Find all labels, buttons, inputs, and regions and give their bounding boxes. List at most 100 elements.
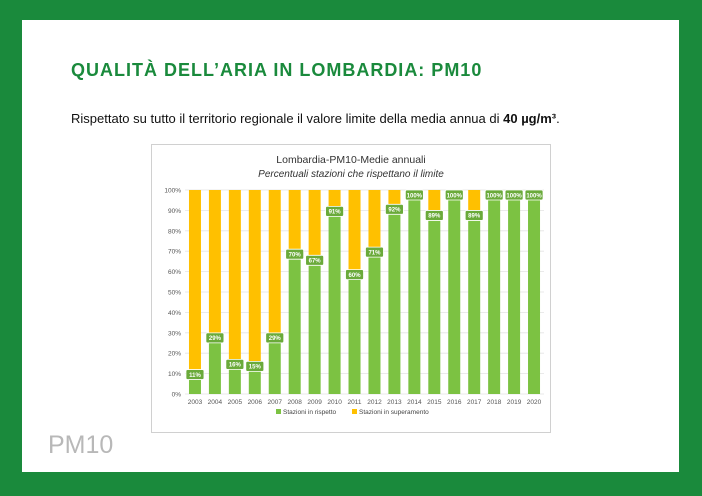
data-label: 100% <box>486 193 502 199</box>
y-tick-label: 40% <box>168 310 181 317</box>
data-label-bg <box>225 358 245 370</box>
y-tick-label: 100% <box>164 188 181 195</box>
bar-superamento <box>328 190 341 209</box>
bar-rispetto <box>428 212 441 394</box>
data-label: 29% <box>209 336 222 342</box>
bar-rispetto <box>348 271 361 394</box>
bar-superamento <box>428 190 441 213</box>
x-tick-label: 2018 <box>487 399 502 406</box>
x-tick-label: 2014 <box>407 399 422 406</box>
x-tick-label: 2006 <box>248 399 263 406</box>
bar-superamento <box>348 190 361 272</box>
data-label: 60% <box>349 273 362 279</box>
legend-swatch-rispetto <box>276 409 281 414</box>
data-label-bg <box>365 246 384 258</box>
data-label: 67% <box>309 259 322 265</box>
y-tick-label: 10% <box>168 371 181 378</box>
data-label: 16% <box>229 363 242 369</box>
x-tick-label: 2017 <box>467 399 482 406</box>
data-label-bg <box>265 332 285 344</box>
bar-rispetto <box>208 334 221 394</box>
data-label-bg <box>345 269 364 280</box>
data-label: 15% <box>249 365 262 371</box>
data-label: 92% <box>388 208 401 214</box>
pm10-chart: Lombardia-PM10-Medie annuali Percentuali… <box>164 154 544 416</box>
slide-title: QUALITÀ DELL’ARIA IN LOMBARDIA: PM10 <box>71 60 483 80</box>
x-tick-label: 2015 <box>427 399 442 406</box>
x-tick-label: 2016 <box>447 399 462 406</box>
data-label: 89% <box>428 214 441 220</box>
data-label-bg <box>504 189 524 201</box>
x-tick-label: 2005 <box>228 399 243 406</box>
bar-superamento <box>288 190 301 252</box>
watermark-text: PM10 <box>48 431 114 459</box>
data-label: 100% <box>526 193 542 199</box>
data-label: 100% <box>447 193 463 199</box>
data-label-bg <box>305 254 325 266</box>
data-label: 91% <box>329 210 342 216</box>
bar-rispetto <box>408 190 421 394</box>
bar-rispetto <box>448 190 461 394</box>
bar-rispetto <box>288 251 301 394</box>
y-tick-label: 90% <box>168 208 181 215</box>
bar-superamento <box>228 190 241 362</box>
slide-text-main: Rispettato su tutto il territorio region… <box>71 111 504 126</box>
bar-rispetto <box>248 363 261 394</box>
x-tick-label: 2020 <box>527 399 542 406</box>
bar-rispetto <box>528 190 541 394</box>
bar-rispetto <box>388 206 401 394</box>
x-tick-label: 2013 <box>387 399 402 406</box>
bar-rispetto <box>488 190 501 394</box>
x-tick-label: 2012 <box>367 399 382 406</box>
data-label-bg <box>404 189 424 201</box>
x-tick-label: 2011 <box>348 399 362 406</box>
y-tick-label: 50% <box>168 290 181 297</box>
bar-superamento <box>368 190 381 250</box>
legend-label-rispetto: Stazioni in rispetto <box>283 409 336 416</box>
x-tick-label: 2007 <box>268 399 283 406</box>
bar-rispetto <box>468 212 481 394</box>
x-tick-label: 2009 <box>307 399 322 406</box>
chart-legend: Stazioni in rispetto Stazioni in superam… <box>276 409 429 416</box>
bar-superamento <box>468 190 481 213</box>
bar-superamento <box>268 190 281 335</box>
bar-rispetto <box>308 257 321 394</box>
data-label-bg <box>424 210 444 221</box>
bar-superamento <box>248 190 261 364</box>
chart-title: Lombardia-PM10-Medie annuali <box>276 154 425 166</box>
data-label: 70% <box>289 253 302 259</box>
data-label: 11% <box>189 373 201 379</box>
x-tick-label: 2004 <box>208 399 223 406</box>
data-label-bg <box>285 248 305 260</box>
data-label-bg <box>385 203 404 215</box>
y-tick-label: 20% <box>168 351 181 358</box>
x-tick-label: 2008 <box>287 399 302 406</box>
slide-text-limit: 40 µg/m³ <box>503 111 557 126</box>
slide: QUALITÀ DELL’ARIA IN LOMBARDIA: PM10 Ris… <box>22 20 679 472</box>
legend-swatch-superamento <box>352 409 357 414</box>
data-label: 29% <box>269 336 282 342</box>
data-label-bg <box>484 189 504 201</box>
data-label-bg <box>205 332 225 344</box>
bar-rispetto <box>368 249 381 394</box>
data-label: 100% <box>506 193 522 199</box>
y-tick-label: 0% <box>172 392 182 399</box>
data-label-bg <box>325 205 344 217</box>
data-label: 89% <box>468 214 481 220</box>
data-label-bg <box>464 210 484 221</box>
y-tick-label: 30% <box>168 330 181 337</box>
bar-superamento <box>188 190 201 372</box>
x-tick-label: 2003 <box>188 399 203 406</box>
bar-superamento <box>208 190 221 335</box>
bar-rispetto <box>328 208 341 394</box>
data-label-bg <box>185 369 205 380</box>
y-tick-label: 60% <box>168 269 181 276</box>
data-label-bg <box>524 189 544 201</box>
y-tick-label: 70% <box>168 249 181 256</box>
legend-label-superamento: Stazioni in superamento <box>359 409 429 416</box>
y-tick-label: 80% <box>168 228 181 235</box>
slide-text-end: . <box>556 111 560 126</box>
chart-subtitle: Percentuali stazioni che rispettano il l… <box>258 169 444 180</box>
chart-container: Lombardia-PM10-Medie annuali Percentuali… <box>151 144 551 433</box>
bar-rispetto <box>508 190 521 394</box>
